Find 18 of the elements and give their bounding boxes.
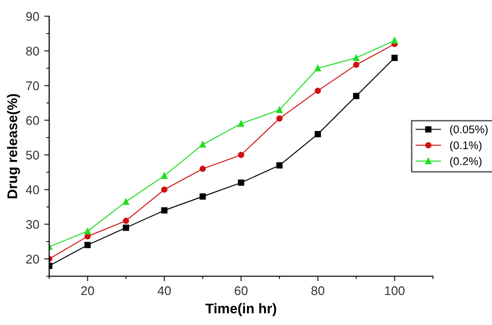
x-tick-label: 80 [311, 286, 324, 296]
x-tick-label: 40 [158, 286, 171, 296]
x-axis-title: Time(in hr) [205, 303, 276, 316]
y-tick-label: 30 [26, 220, 39, 229]
y-tick-label: 50 [26, 150, 39, 160]
x-tick-label: 60 [234, 286, 248, 296]
legend-label: (0.05%) [450, 125, 488, 136]
y-tick-label: 40 [26, 185, 39, 194]
y-axis-title: Drug release(%) [7, 94, 20, 198]
x-tick-label: 100 [385, 286, 405, 296]
legend-label: (0.2%) [450, 156, 482, 168]
y-tick-label: 90 [26, 12, 39, 21]
y-tick-label: 60 [26, 116, 39, 125]
y-tick-label: 70 [26, 81, 39, 90]
x-tick-label: 20 [81, 286, 94, 296]
y-tick-label: 20 [26, 254, 39, 264]
legend-label: (0.1%) [450, 141, 482, 152]
y-tick-label: 80 [26, 46, 39, 56]
